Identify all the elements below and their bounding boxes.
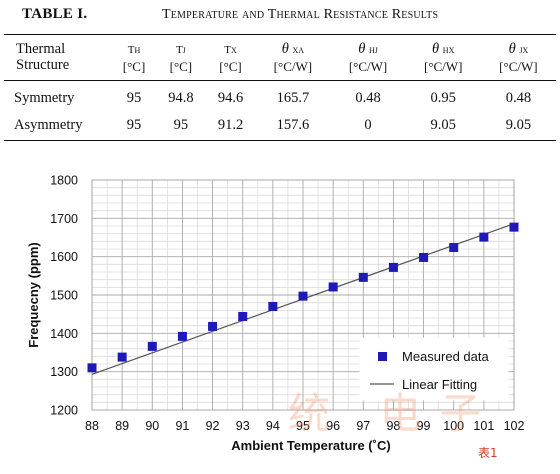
table-cell: 95: [173, 117, 189, 133]
x-tick-label: 102: [504, 419, 525, 433]
data-point: [147, 341, 157, 351]
x-tick-label: 97: [356, 419, 370, 433]
x-tick-label: 89: [115, 419, 129, 433]
header-thermal-structure: Thermal Structure: [4, 35, 112, 81]
watermark-text: 统 电子: [288, 389, 500, 438]
table-label: TABLE I.: [22, 6, 88, 22]
table-caption: TABLE I. Temperature and Thermal Resista…: [0, 6, 560, 28]
data-point: [479, 232, 489, 242]
x-tick-label: 91: [175, 419, 189, 433]
y-tick-label: 1800: [50, 174, 78, 188]
y-tick-label: 1300: [50, 365, 78, 379]
data-point: [328, 282, 338, 292]
table-cell: 95: [126, 90, 142, 106]
row-name-symmetry: Symmetry: [14, 90, 75, 106]
data-point: [509, 222, 519, 232]
header-tj: TJ [°C]: [169, 44, 193, 74]
x-tick-label: 101: [473, 419, 494, 433]
header-th: TH [°C]: [122, 44, 146, 74]
data-point: [419, 252, 429, 262]
x-tick-label: 94: [266, 419, 280, 433]
table-cell: 94.8: [168, 90, 194, 106]
row-name-asymmetry: Asymmetry: [14, 117, 83, 133]
x-tick-label: 96: [326, 419, 340, 433]
x-tick-label: 95: [296, 419, 310, 433]
y-tick-label: 1200: [50, 404, 78, 418]
legend-box: [359, 337, 509, 401]
table-cell: 95: [126, 117, 142, 133]
data-point: [87, 363, 97, 373]
y-tick-label: 1500: [50, 289, 78, 303]
table-row: Symmetry 95 94.8 94.6 165.7 0.48 0.95 0.…: [4, 81, 556, 114]
table-cell: 91.2: [217, 117, 244, 133]
data-point: [298, 291, 308, 301]
table-cell: 165.7: [276, 90, 310, 106]
data-point: [358, 272, 368, 282]
header-theta-jx: θ JX [°C/W]: [499, 41, 538, 74]
x-tick-label: 93: [236, 419, 250, 433]
x-axis-label: Ambient Temperature (˚C): [231, 438, 390, 453]
legend-label-fit: Linear Fitting: [402, 377, 477, 392]
table-header-row: Thermal Structure TH [°C] TJ [°C] TX [°C] θ…: [4, 34, 556, 81]
header-theta-hj: θ HJ [°C/W]: [348, 41, 388, 74]
y-tick-label: 1700: [50, 212, 78, 226]
x-tick-label: 92: [206, 419, 220, 433]
x-tick-label: 88: [85, 419, 99, 433]
legend-label-measured: Measured data: [402, 349, 489, 364]
header-line-2: Structure: [16, 57, 70, 73]
x-tick-label: 99: [417, 419, 431, 433]
table-cell: 0.48: [355, 90, 381, 106]
x-tick-label: 100: [443, 419, 464, 433]
data-point: [238, 311, 248, 321]
table-title: Temperature and Thermal Resistance Resul…: [162, 7, 439, 22]
table-cell: 9.05: [505, 117, 532, 133]
y-tick-label: 1600: [50, 250, 78, 264]
table-cell: 0.48: [505, 90, 532, 106]
data-point: [268, 302, 278, 311]
header-theta-xa: θ XA [°C/W]: [273, 41, 313, 74]
y-tick-label: 1400: [50, 327, 78, 341]
header-tx: TX [°C]: [219, 44, 242, 74]
table-cell: 0: [364, 117, 372, 133]
header-theta-hx: θ HX [°C/W]: [423, 41, 463, 74]
watermark-tag: 表1: [478, 446, 498, 460]
data-point: [177, 331, 187, 341]
table-row: Asymmetry 95 95 91.2 157.6 0 9.05 9.05: [4, 113, 556, 141]
x-tick-label: 98: [386, 419, 400, 433]
legend-marker-icon: [378, 352, 387, 361]
table-cell: 94.6: [217, 90, 244, 106]
data-point: [449, 242, 459, 252]
table-cell: 9.05: [430, 117, 456, 133]
y-axis-label: Frequecny (ppm): [26, 242, 41, 347]
table-cell: 157.6: [276, 117, 310, 133]
data-point: [208, 321, 218, 331]
results-table: Thermal Structure TH [°C] TJ [°C] TX [°C] θ…: [4, 34, 556, 141]
header-line-1: Thermal: [16, 41, 66, 57]
frequency-chart: 88 89 90 91 92 93 94 95 96 97 98 99 100 101 102 1200 130…: [26, 174, 525, 454]
table-cell: 0.95: [430, 90, 456, 106]
data-point: [388, 262, 398, 272]
data-point: [117, 352, 127, 362]
x-tick-label: 90: [145, 419, 159, 433]
